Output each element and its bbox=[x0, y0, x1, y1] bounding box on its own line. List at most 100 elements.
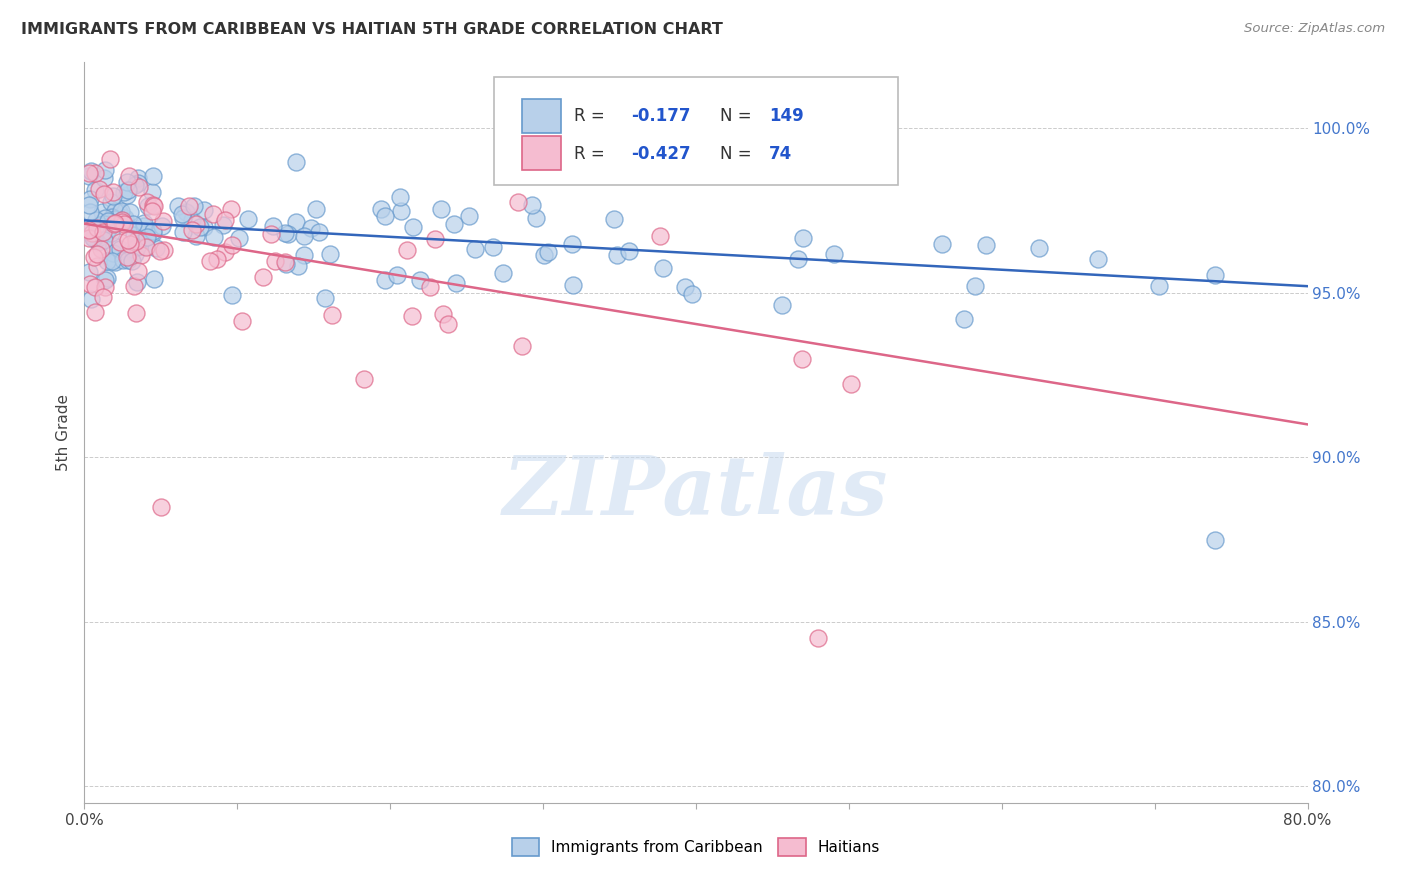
Point bbox=[110, 204, 132, 219]
Point bbox=[202, 207, 225, 221]
Point bbox=[152, 244, 174, 258]
Point bbox=[149, 500, 172, 514]
Point bbox=[284, 215, 307, 229]
Point bbox=[619, 244, 641, 258]
Point bbox=[121, 217, 143, 231]
Point bbox=[121, 242, 143, 256]
Point bbox=[953, 312, 976, 326]
Point bbox=[274, 257, 297, 271]
Point bbox=[120, 237, 142, 252]
Point bbox=[125, 275, 148, 289]
Point bbox=[135, 240, 157, 254]
Point bbox=[181, 213, 204, 227]
Point bbox=[77, 223, 100, 237]
Point bbox=[807, 632, 830, 646]
Point bbox=[89, 182, 111, 196]
Point bbox=[188, 219, 211, 234]
Point bbox=[112, 217, 135, 231]
Point bbox=[86, 259, 108, 273]
Point bbox=[603, 211, 626, 226]
Point bbox=[104, 216, 127, 230]
Point bbox=[228, 231, 250, 245]
Point bbox=[121, 253, 143, 268]
Point bbox=[287, 259, 309, 273]
Point bbox=[135, 239, 157, 253]
Point bbox=[681, 286, 703, 301]
Point bbox=[114, 211, 136, 225]
Point bbox=[110, 235, 132, 249]
Point bbox=[100, 226, 122, 240]
Point bbox=[93, 171, 115, 186]
Point bbox=[963, 279, 986, 293]
Point bbox=[142, 198, 165, 212]
Point bbox=[127, 170, 149, 185]
Point bbox=[132, 219, 155, 233]
Point bbox=[1204, 533, 1226, 547]
Point bbox=[93, 233, 115, 247]
Legend: Immigrants from Caribbean, Haitians: Immigrants from Caribbean, Haitians bbox=[506, 832, 886, 862]
Point bbox=[94, 163, 117, 178]
Y-axis label: 5th Grade: 5th Grade bbox=[56, 394, 72, 471]
Point bbox=[141, 204, 163, 219]
Point bbox=[184, 217, 207, 231]
Point bbox=[108, 205, 131, 219]
Point bbox=[122, 279, 145, 293]
Point bbox=[142, 199, 165, 213]
Point bbox=[260, 227, 283, 241]
Point bbox=[292, 228, 315, 243]
Point bbox=[83, 166, 105, 180]
Point bbox=[214, 212, 236, 227]
Point bbox=[124, 246, 146, 260]
Point bbox=[125, 306, 148, 320]
Point bbox=[221, 237, 243, 252]
Point bbox=[172, 225, 194, 239]
Point bbox=[117, 253, 139, 268]
Point bbox=[374, 209, 396, 223]
Point bbox=[396, 244, 419, 258]
Point bbox=[91, 205, 114, 219]
Point bbox=[83, 304, 105, 318]
Point bbox=[100, 254, 122, 268]
Point bbox=[77, 197, 100, 211]
Point bbox=[97, 214, 120, 228]
Point bbox=[100, 210, 122, 224]
Point bbox=[202, 230, 225, 244]
Point bbox=[136, 195, 159, 210]
Text: -0.177: -0.177 bbox=[631, 107, 690, 125]
Point bbox=[180, 222, 202, 236]
Point bbox=[508, 194, 530, 209]
Point bbox=[96, 254, 118, 268]
Point bbox=[136, 230, 159, 244]
Point bbox=[319, 247, 342, 261]
Text: IMMIGRANTS FROM CARIBBEAN VS HAITIAN 5TH GRADE CORRELATION CHART: IMMIGRANTS FROM CARIBBEAN VS HAITIAN 5TH… bbox=[21, 22, 723, 37]
Point bbox=[98, 152, 121, 166]
Point bbox=[370, 202, 392, 217]
Point bbox=[389, 189, 412, 203]
Point bbox=[177, 199, 200, 213]
Point bbox=[86, 247, 108, 261]
Point bbox=[93, 187, 115, 202]
Point bbox=[136, 226, 159, 240]
Point bbox=[82, 231, 104, 245]
Point bbox=[823, 246, 845, 260]
Point bbox=[1204, 268, 1226, 282]
Point bbox=[118, 169, 141, 183]
Point bbox=[432, 308, 454, 322]
Text: N =: N = bbox=[720, 107, 758, 125]
Point bbox=[84, 213, 107, 227]
Point bbox=[533, 248, 555, 262]
Point bbox=[103, 239, 125, 253]
Point bbox=[792, 231, 814, 245]
Point bbox=[80, 164, 103, 178]
Point bbox=[277, 227, 299, 241]
Point bbox=[931, 236, 953, 251]
Point bbox=[299, 220, 322, 235]
Point bbox=[314, 292, 336, 306]
Point bbox=[91, 290, 114, 304]
Point bbox=[111, 215, 134, 229]
Point bbox=[145, 241, 167, 255]
Point bbox=[84, 230, 107, 244]
Point bbox=[77, 166, 100, 180]
Point bbox=[236, 212, 259, 227]
Point bbox=[524, 211, 547, 226]
